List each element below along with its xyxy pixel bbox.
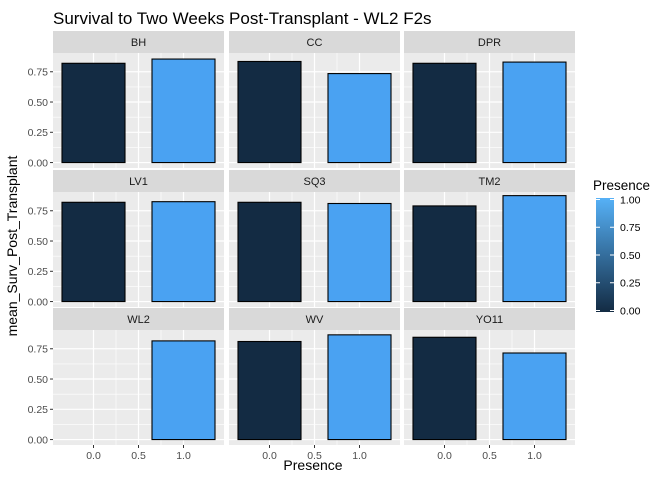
facet-strip-label: SQ3	[303, 176, 325, 188]
x-tick-label: 1.0	[527, 450, 542, 462]
facet-panel-wl2: WL2 0.00 0.25 0.50 0.75 0.0 0.5 1.0	[28, 308, 224, 462]
facet-strip	[53, 170, 224, 192]
bar-yo11-presence-0	[412, 336, 477, 441]
x-tick-label: 0.5	[482, 450, 497, 462]
facet-panels: BH 0.00 0.25 0.50 0.75 CC DPR LV1 0.00 0.25 0.50 0.…	[28, 31, 575, 462]
facet-strip	[53, 308, 224, 330]
y-axis-title: mean_Surv_Post_Transplant	[4, 155, 20, 336]
legend-tick-label: 1.00	[620, 194, 641, 206]
facet-panel-bh: BH 0.00 0.25 0.50 0.75	[28, 31, 224, 169]
facet-strip	[404, 31, 575, 53]
y-tick-label: 0.25	[28, 404, 49, 416]
bar-yo11-presence-1	[502, 352, 567, 441]
facet-strip-label: LV1	[129, 176, 148, 188]
facet-panel-tm2: TM2	[404, 170, 575, 307]
x-tick-label: 0.0	[86, 450, 101, 462]
legend: Presence 1.00 0.75 0.50 0.25 0.00	[593, 178, 650, 317]
facet-strip	[404, 170, 575, 192]
facet-strip-label: YO11	[476, 314, 503, 326]
facet-strip-label: BH	[131, 37, 146, 49]
x-axis-title: Presence	[283, 457, 342, 473]
bar-lv1-presence-1	[151, 201, 216, 303]
bar-cc-presence-1	[327, 73, 392, 164]
facet-panel-sq3: SQ3	[229, 170, 400, 307]
x-tick-label: 0.0	[437, 450, 452, 462]
facet-strip	[229, 308, 400, 330]
legend-title: Presence	[593, 178, 650, 193]
bar-lv1-presence-0	[61, 201, 126, 303]
facet-panel-wv: WV 0.0 0.5 1.0	[229, 308, 400, 462]
x-tick-label: 0.0	[262, 450, 277, 462]
y-tick-label: 0.75	[28, 206, 49, 218]
facet-strip-label: CC	[307, 37, 323, 49]
bar-bh-presence-0	[61, 62, 126, 164]
legend-tick-label: 0.00	[620, 305, 641, 317]
facet-panel-lv1: LV1 0.00 0.25 0.50 0.75	[28, 170, 224, 308]
facet-panel-yo11: YO11 0.0 0.5 1.0	[404, 308, 575, 462]
facet-panel-dpr: DPR	[404, 31, 575, 168]
y-tick-label: 0.75	[28, 344, 49, 356]
x-tick-label: 1.0	[352, 450, 367, 462]
facet-strip	[229, 31, 400, 53]
legend-tick-label: 0.50	[620, 250, 641, 262]
bar-tm2-presence-0	[412, 205, 477, 303]
bar-sq3-presence-0	[237, 201, 302, 303]
bar-wv-presence-0	[237, 340, 302, 441]
y-tick-label: 0.50	[28, 236, 49, 248]
facet-panel-cc: CC	[229, 31, 400, 168]
legend-tick-label: 0.75	[620, 222, 641, 234]
chart-title: Survival to Two Weeks Post-Transplant - …	[53, 9, 432, 28]
x-tick-label: 1.0	[176, 450, 191, 462]
y-tick-label: 0.00	[28, 157, 49, 169]
y-tick-label: 0.25	[28, 266, 49, 278]
bar-dpr-presence-1	[502, 61, 567, 164]
bar-wl2-presence-1	[151, 340, 216, 441]
y-tick-label: 0.75	[28, 67, 49, 79]
y-tick-label: 0.50	[28, 97, 49, 109]
x-tick-label: 0.5	[307, 450, 322, 462]
facet-strip-label: TM2	[479, 176, 501, 188]
legend-colorbar	[596, 198, 614, 312]
facet-strip-label: DPR	[478, 37, 501, 49]
y-tick-label: 0.00	[28, 296, 49, 308]
legend-tick-label: 0.25	[620, 278, 641, 290]
bar-dpr-presence-0	[412, 62, 477, 164]
facet-strip-label: WV	[306, 314, 324, 326]
bar-tm2-presence-1	[502, 195, 567, 303]
y-tick-label: 0.25	[28, 127, 49, 139]
facet-strip-label: WL2	[127, 314, 150, 326]
facet-strip	[404, 308, 575, 330]
y-tick-label: 0.50	[28, 374, 49, 386]
bar-bh-presence-1	[151, 58, 216, 164]
bar-wv-presence-1	[327, 334, 392, 441]
x-tick-label: 0.5	[131, 450, 146, 462]
y-tick-label: 0.00	[28, 434, 49, 446]
bar-sq3-presence-1	[327, 202, 392, 303]
facet-strip	[229, 170, 400, 192]
bar-cc-presence-0	[237, 60, 302, 164]
facet-strip	[53, 31, 224, 53]
